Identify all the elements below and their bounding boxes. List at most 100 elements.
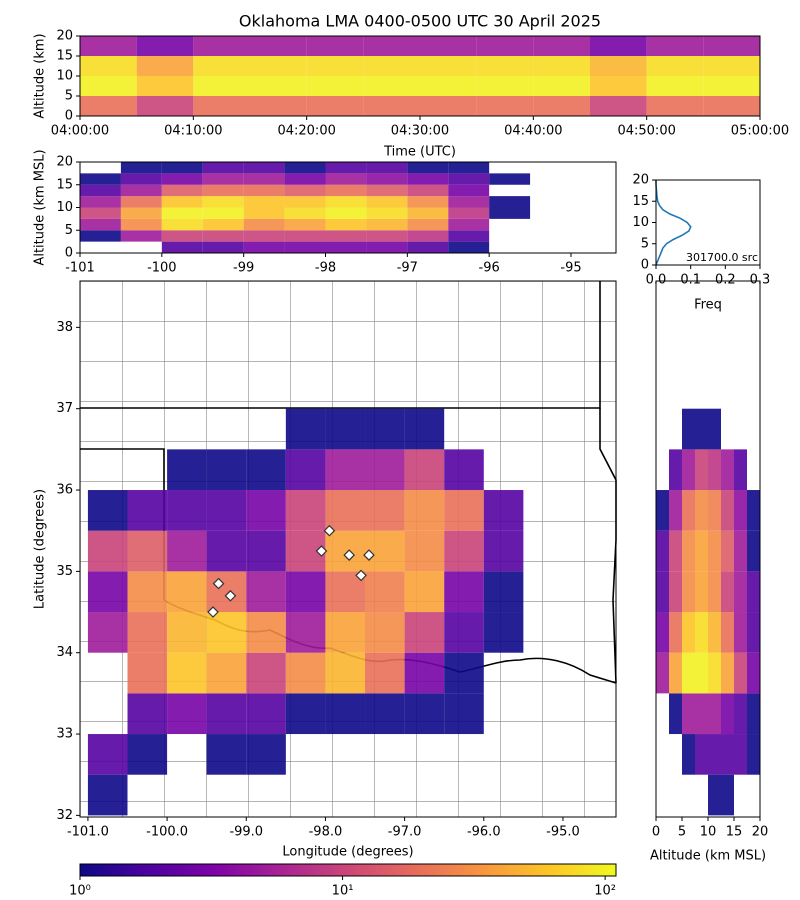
heatmap <box>80 36 760 116</box>
x-tick-label: -98.0 <box>309 825 343 840</box>
density-cell <box>120 218 162 231</box>
density-cell <box>206 652 247 694</box>
density-cell <box>127 490 168 531</box>
density-cell <box>669 612 682 653</box>
density-cell <box>448 196 490 208</box>
density-cell <box>448 218 490 231</box>
density-cell <box>87 571 128 613</box>
density-cell <box>167 530 207 572</box>
density-cell <box>420 36 477 56</box>
density-cell <box>365 652 405 694</box>
density-cell <box>202 162 244 174</box>
x-tick-label: 10 <box>700 825 717 840</box>
density-cell <box>721 490 734 531</box>
density-cell <box>325 196 367 208</box>
density-cell <box>120 230 162 242</box>
density-cell <box>721 612 734 653</box>
station-marker <box>363 549 375 561</box>
heatmap <box>80 162 531 253</box>
density-cell <box>306 36 364 56</box>
x-tick-label: -96.0 <box>467 825 501 840</box>
density-cell <box>407 218 449 231</box>
density-cell <box>721 530 734 572</box>
density-cell <box>202 241 244 253</box>
x-tick-label: -101 <box>65 261 95 276</box>
density-cell <box>721 774 734 816</box>
density-cell <box>80 96 137 116</box>
y-tick-label: 32 <box>56 808 73 823</box>
density-cell <box>80 173 121 185</box>
x-tick-label: -99 <box>233 261 254 276</box>
density-cell <box>161 162 203 174</box>
density-cell <box>444 693 484 735</box>
density-cell <box>127 734 168 775</box>
density-cell <box>325 652 366 694</box>
density-cell <box>734 571 747 613</box>
density-cell <box>246 734 286 775</box>
x-tick-label: -99.0 <box>229 825 263 840</box>
density-cell <box>656 652 669 694</box>
x-axis-label: Freq <box>694 298 722 313</box>
density-cell <box>366 162 408 174</box>
y-tick-label: 35 <box>56 564 73 579</box>
density-cell <box>682 612 695 653</box>
density-cell <box>656 490 669 531</box>
density-cell <box>656 571 669 613</box>
density-cell <box>325 530 366 572</box>
y-tick-label: 10 <box>56 69 73 84</box>
x-tick-label: 10¹ <box>332 884 354 899</box>
density-cell <box>193 56 250 76</box>
x-tick-label: 05:00:00 <box>731 124 789 139</box>
density-cell <box>284 230 326 242</box>
density-cell <box>325 162 367 174</box>
x-tick-label: 5 <box>678 825 686 840</box>
density-cell <box>448 241 490 253</box>
density-cell <box>747 612 760 653</box>
density-cell <box>363 76 420 96</box>
density-cell <box>708 652 721 694</box>
density-cell <box>669 449 682 491</box>
station-marker <box>212 577 225 590</box>
density-cell <box>80 36 137 56</box>
density-cell <box>120 173 162 185</box>
density-cell <box>721 734 734 775</box>
x-tick-label: 04:20:00 <box>277 124 335 139</box>
density-cell <box>420 76 477 96</box>
density-cell <box>285 449 326 491</box>
density-cell <box>363 36 420 56</box>
station-marker <box>315 545 328 557</box>
station-marker <box>355 569 367 582</box>
density-cell <box>721 693 734 735</box>
density-cell <box>533 76 590 96</box>
panel: -101 -100 -99 -98 -97 -96 -95 0 5 10 15 20 Altitude … <box>33 149 617 276</box>
density-cell <box>243 173 285 185</box>
x-tick-label: 04:50:00 <box>617 124 675 139</box>
density-cell <box>682 652 695 694</box>
density-cell <box>590 56 647 76</box>
density-cell <box>747 734 760 775</box>
density-cell <box>708 734 721 775</box>
density-cell <box>87 734 128 775</box>
density-cell <box>284 207 326 219</box>
density-cell <box>444 490 484 531</box>
density-cell <box>202 207 244 219</box>
density-cell <box>476 36 534 56</box>
density-cell <box>206 449 247 491</box>
x-tick-label: -100 <box>147 261 177 276</box>
density-cell <box>708 774 721 816</box>
x-tick-label: 0.3 <box>750 273 771 288</box>
density-cell <box>167 490 207 531</box>
density-cell <box>444 612 484 653</box>
density-cell <box>444 571 484 613</box>
density-cell <box>202 218 244 231</box>
density-cell <box>747 571 760 613</box>
density-cell <box>448 230 490 242</box>
density-cell <box>669 693 682 735</box>
density-cell <box>734 652 747 694</box>
density-cell <box>646 36 704 56</box>
density-cell <box>747 652 760 694</box>
x-tick-label: 04:30:00 <box>391 124 449 139</box>
density-cell <box>404 449 445 491</box>
density-cell <box>285 571 326 613</box>
density-cell <box>407 241 449 253</box>
